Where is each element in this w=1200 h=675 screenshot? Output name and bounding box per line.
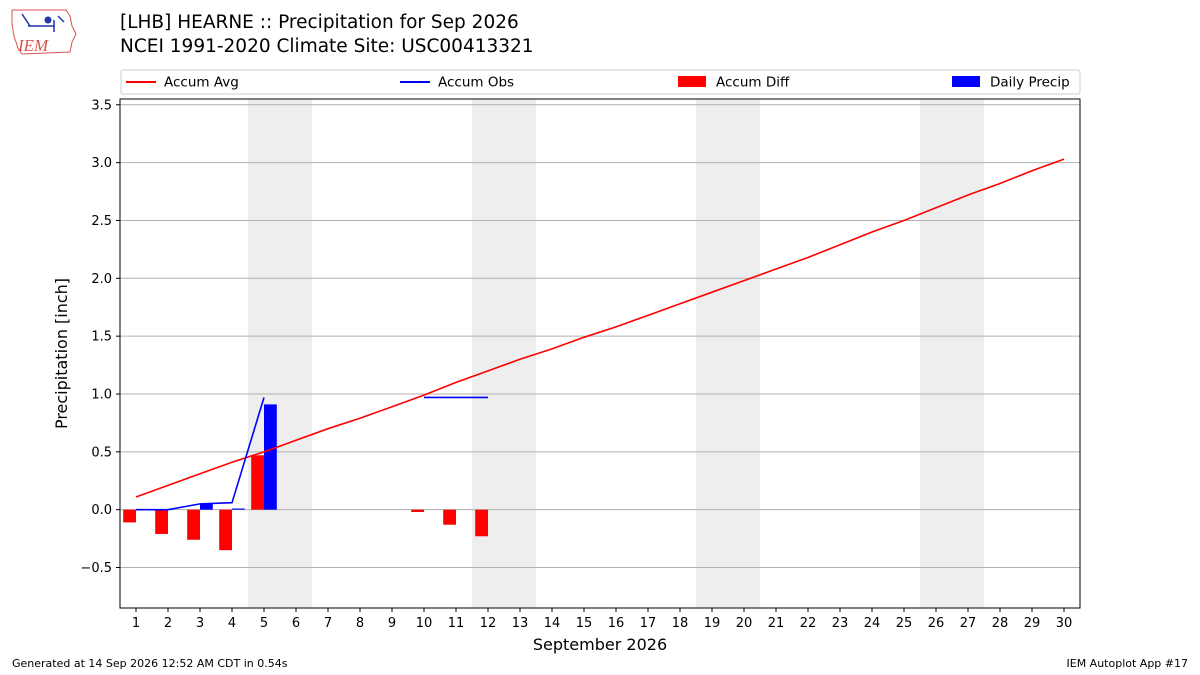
weekend-band xyxy=(472,99,536,608)
accum-diff-bar xyxy=(187,509,200,540)
accum-obs-line xyxy=(136,397,265,511)
accum-avg-line xyxy=(135,158,1065,498)
x-tick-label: 21 xyxy=(768,616,785,631)
accum-diff-bar xyxy=(475,509,488,537)
y-tick-label: 1.5 xyxy=(91,330,112,345)
x-tick-label: 14 xyxy=(544,616,561,631)
x-tick-label: 17 xyxy=(640,616,657,631)
legend-daily-precip-swatch xyxy=(952,76,980,87)
x-tick-label: 26 xyxy=(928,616,945,631)
x-tick-label: 1 xyxy=(132,616,140,631)
x-tick-label: 3 xyxy=(196,616,204,631)
x-tick-label: 18 xyxy=(672,616,689,631)
x-tick-label: 23 xyxy=(832,616,849,631)
x-tick-label: 13 xyxy=(512,616,529,631)
legend-accum-diff-label: Accum Diff xyxy=(716,75,790,91)
y-axis-label: Precipitation [inch] xyxy=(52,278,71,429)
x-tick-label: 10 xyxy=(416,616,433,631)
iem-logo: IEM xyxy=(11,9,77,55)
x-tick-label: 7 xyxy=(324,616,332,631)
x-axis-label: September 2026 xyxy=(533,635,667,654)
x-tick-label: 28 xyxy=(992,616,1009,631)
x-tick-label: 4 xyxy=(228,616,236,631)
y-tick-label: 0.5 xyxy=(91,445,112,460)
x-tick-label: 15 xyxy=(576,616,593,631)
weather-station-icon xyxy=(21,13,65,32)
weekend-band xyxy=(696,99,760,608)
y-tick-label: 2.0 xyxy=(91,272,112,287)
weekend-bands xyxy=(248,99,984,608)
x-tick-label: 19 xyxy=(704,616,721,631)
x-tick-label: 30 xyxy=(1056,616,1073,631)
y-axis-ticks: −0.5 0.0 0.5 1.0 1.5 2.0 2.5 3.0 3.5 xyxy=(80,98,120,576)
x-axis-ticks: 1 2 3 4 5 6 7 8 9 10 11 12 13 14 15 16 17 18 19 20 21 22 23 24 2… xyxy=(132,608,1072,631)
x-tick-label: 5 xyxy=(260,616,268,631)
legend-daily-precip-label: Daily Precip xyxy=(990,75,1070,91)
bar-series xyxy=(123,404,488,551)
plot-frame xyxy=(119,98,1081,609)
y-tick-label: 0.0 xyxy=(91,503,112,518)
daily-precip-bar xyxy=(200,503,213,510)
daily-precip-bar xyxy=(264,404,277,510)
x-tick-label: 16 xyxy=(608,616,625,631)
legend: Accum Avg Accum Obs Accum Diff Daily Precip xyxy=(120,69,1081,95)
x-tick-label: 22 xyxy=(800,616,817,631)
chart-subtitle: NCEI 1991-2020 Climate Site: USC00413321 xyxy=(120,36,534,57)
legend-accum-obs-label: Accum Obs xyxy=(438,75,514,91)
daily-precip-bar xyxy=(232,508,245,510)
x-tick-label: 8 xyxy=(356,616,364,631)
app-credit: IEM Autoplot App #17 xyxy=(1066,657,1189,670)
y-tick-label: 1.0 xyxy=(91,387,112,402)
accum-diff-bar xyxy=(123,509,136,523)
accum-diff-bar xyxy=(155,509,168,534)
x-tick-label: 29 xyxy=(1024,616,1041,631)
legend-accum-diff-swatch xyxy=(678,76,706,87)
line-series xyxy=(135,158,1065,511)
x-tick-label: 2 xyxy=(164,616,172,631)
weekend-band xyxy=(248,99,312,608)
generated-timestamp: Generated at 14 Sep 2026 12:52 AM CDT in… xyxy=(12,657,288,670)
legend-frame xyxy=(120,69,1081,95)
accum-diff-bar xyxy=(411,509,424,512)
weekend-band xyxy=(920,99,984,608)
iowa-state-outline xyxy=(11,9,77,55)
y-tick-label: 2.5 xyxy=(91,214,112,229)
x-tick-label: 20 xyxy=(736,616,753,631)
accum-diff-bar xyxy=(443,509,456,525)
accum-diff-bar xyxy=(251,455,264,510)
x-tick-label: 24 xyxy=(864,616,881,631)
logo-text: IEM xyxy=(17,36,49,55)
x-tick-label: 6 xyxy=(292,616,300,631)
y-tick-label: 3.5 xyxy=(91,98,112,113)
grid-lines xyxy=(120,104,1080,569)
x-tick-label: 12 xyxy=(480,616,497,631)
y-tick-label: 3.0 xyxy=(91,156,112,171)
x-tick-label: 27 xyxy=(960,616,977,631)
y-tick-label: −0.5 xyxy=(80,561,112,576)
legend-accum-avg-label: Accum Avg xyxy=(164,75,239,91)
accum-diff-bar xyxy=(219,509,232,551)
x-tick-label: 11 xyxy=(448,616,465,631)
x-tick-label: 25 xyxy=(896,616,913,631)
x-tick-label: 9 xyxy=(388,616,396,631)
chart-title: [LHB] HEARNE :: Precipitation for Sep 20… xyxy=(120,12,519,33)
